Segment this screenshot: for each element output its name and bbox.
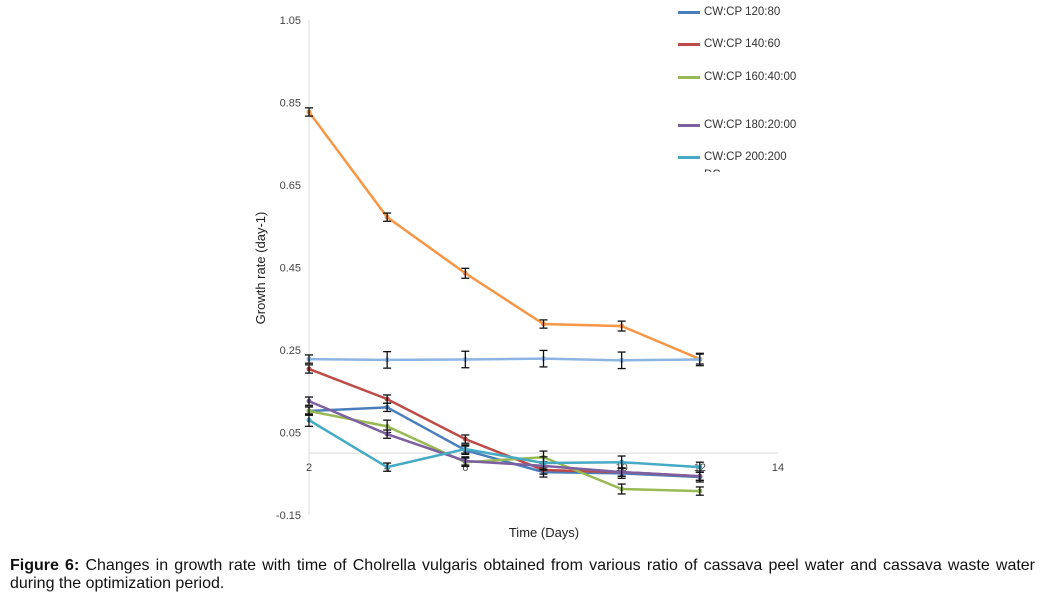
error-bar [305, 396, 313, 406]
legend-swatch [678, 11, 700, 14]
legend-swatch [678, 156, 700, 159]
legend-label: CW:CP 140:60 [704, 38, 781, 50]
legend-label: CW:CP 180:20:00 [704, 119, 797, 131]
legend-label: DC [704, 168, 814, 172]
caption-label: Figure 6: [10, 557, 80, 574]
y-tick-label: 0.05 [280, 428, 301, 440]
y-tick-label: -0.15 [276, 510, 301, 522]
legend-label: CW:CP 120:80 [704, 6, 781, 18]
legend-item: CW:CP 140:60 [678, 37, 814, 52]
error-bar [461, 350, 470, 369]
figure-caption: Figure 6: Changes in growth rate with ti… [10, 557, 1035, 593]
error-bar [695, 461, 704, 473]
caption-text: Changes in growth rate with time of Chol… [10, 557, 1036, 592]
legend-item: CW:CP 200:200 [678, 150, 814, 165]
series-line [308, 419, 700, 469]
error-bar [461, 434, 470, 444]
series-line [307, 111, 701, 361]
legend-label: CW:CP 200:200 [704, 151, 787, 163]
error-bar [305, 364, 313, 374]
error-bar [539, 456, 548, 470]
series-2 [305, 406, 704, 496]
error-bar [617, 320, 626, 332]
series-6 [305, 349, 704, 370]
x-tick-label: 14 [772, 462, 784, 474]
series-line [308, 357, 700, 362]
error-bar [617, 483, 626, 495]
series-0 [305, 402, 704, 483]
series-line [308, 409, 700, 493]
x-tick-label: 6 [462, 462, 468, 474]
error-bar [461, 456, 470, 466]
legend: CW:CP 120:80 CW:CP 140:60 CW:CP 160:40:00 C… [678, 0, 818, 172]
error-bar [305, 354, 313, 364]
series-4 [305, 413, 704, 473]
x-axis-label: Time (Days) [509, 525, 579, 540]
error-bar [617, 455, 626, 470]
error-bar [539, 349, 548, 368]
error-bar [305, 413, 313, 427]
error-bar [695, 352, 704, 367]
series-line [308, 406, 700, 479]
error-bar [461, 267, 470, 279]
error-bar [461, 444, 470, 454]
error-bar [617, 351, 626, 370]
legend-item: CW:CP 120:80 [678, 5, 814, 20]
legend-item: CW:CP 160:40:00 [678, 70, 814, 85]
error-bar [383, 462, 392, 472]
error-bar [539, 319, 548, 329]
series-line [308, 399, 700, 478]
y-tick-label: 0.65 [280, 180, 301, 192]
x-tick-label: 2 [306, 462, 312, 474]
y-tick-label: 0.85 [280, 98, 301, 110]
line-chart: 1.050.850.650.450.250.05-0.152468101214 … [253, 15, 784, 540]
y-tick-label: 0.25 [280, 345, 301, 357]
legend-swatch [678, 76, 700, 79]
legend-item: CW:CP 180:20:00 [678, 118, 814, 133]
error-bar [383, 350, 392, 369]
error-bar [695, 486, 704, 496]
y-tick-label: 0.45 [280, 263, 301, 275]
error-bar [305, 107, 313, 117]
y-tick-label: 1.05 [280, 15, 301, 27]
series-5 [305, 107, 704, 365]
legend-swatch [678, 43, 700, 46]
legend-label: CW:CP 160:40:00 [704, 71, 797, 83]
y-axis-label: Growth rate (day-1) [253, 212, 268, 325]
error-bar [383, 394, 392, 404]
legend-item: DC [678, 168, 814, 172]
error-bar [383, 212, 392, 222]
error-bar [383, 429, 392, 439]
legend-swatch [678, 124, 700, 127]
